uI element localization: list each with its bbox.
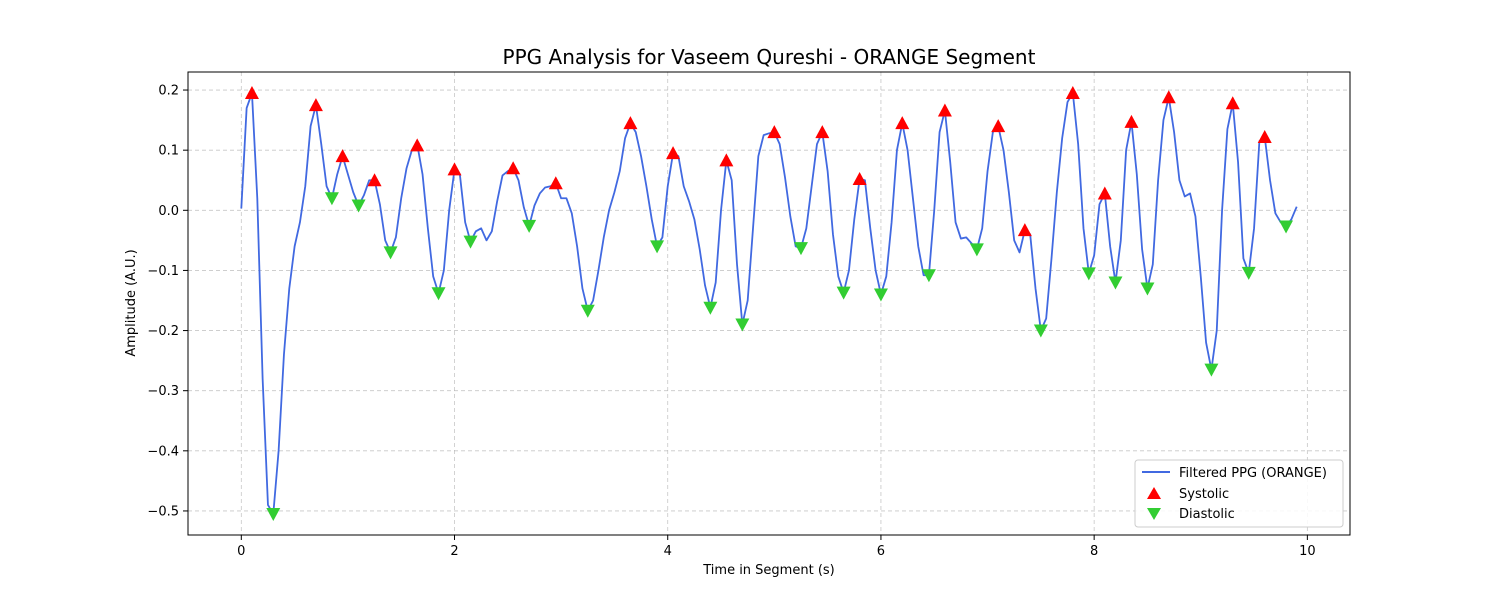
systolic-peak-marker: [1124, 114, 1139, 128]
diastolic-trough-marker: [431, 287, 446, 301]
x-tick-label: 10: [1299, 544, 1316, 559]
y-tick-label: −0.3: [147, 384, 179, 399]
systolic-peak-marker: [308, 98, 323, 112]
systolic-peak-marker: [1225, 96, 1240, 110]
legend: Filtered PPG (ORANGE) Systolic Diastolic: [1134, 459, 1344, 528]
systolic-peak-marker: [815, 125, 830, 139]
diastolic-trough-marker: [873, 288, 888, 302]
y-tick-label: −0.4: [147, 444, 179, 459]
systolic-peak-marker: [991, 119, 1006, 133]
systolic-peak-marker: [719, 153, 734, 167]
systolic-peak-marker: [895, 116, 910, 130]
systolic-peak-marker: [1065, 86, 1080, 100]
diastolic-trough-marker: [1204, 363, 1219, 377]
x-tick-label: 2: [450, 544, 458, 559]
diastolic-trough-marker: [383, 246, 398, 260]
diastolic-trough-marker: [1140, 282, 1155, 296]
systolic-peak-marker: [1097, 186, 1112, 200]
y-tick-label: −0.1: [147, 264, 179, 279]
y-tick-label: 0.2: [158, 84, 179, 99]
systolic-peak-marker: [666, 146, 681, 160]
diastolic-trough-marker: [463, 235, 478, 249]
systolic-peak-marker: [548, 176, 563, 190]
diastolic-trough-marker: [703, 301, 718, 315]
plot-frame: [187, 71, 1351, 536]
diastolic-trough-marker: [1081, 267, 1096, 281]
diastolic-trough-marker: [793, 242, 808, 256]
systolic-markers: [244, 86, 1272, 237]
diastolic-trough-marker: [969, 243, 984, 257]
diastolic-trough-marker: [580, 304, 595, 318]
systolic-peak-marker: [852, 172, 867, 186]
y-tick-label: 0.1: [158, 144, 179, 159]
diastolic-trough-marker: [351, 199, 366, 213]
diastolic-trough-marker: [1108, 276, 1123, 290]
diastolic-trough-marker: [266, 507, 281, 521]
y-tick-label: 0.0: [158, 204, 179, 219]
y-axis-ticks: −0.5 −0.4 −0.3 −0.2 −0.1 0.0 0.1 0.2: [147, 84, 188, 519]
diastolic-trough-marker: [921, 269, 936, 283]
x-axis-label: Time in Segment (s): [702, 563, 834, 578]
diastolic-trough-marker: [1279, 220, 1294, 234]
diastolic-markers: [266, 192, 1294, 521]
systolic-peak-marker: [767, 125, 782, 139]
systolic-peak-marker: [623, 116, 638, 130]
systolic-peak-marker: [447, 162, 462, 176]
x-tick-label: 4: [664, 544, 672, 559]
diastolic-trough-marker: [836, 286, 851, 300]
diastolic-trough-marker: [1241, 266, 1256, 280]
diastolic-trough-marker: [324, 192, 339, 206]
legend-diastolic-triangle-icon: [1147, 508, 1161, 520]
x-tick-label: 0: [237, 544, 245, 559]
y-tick-label: −0.5: [147, 504, 179, 519]
systolic-peak-marker: [335, 149, 350, 163]
legend-label-diastolic: Diastolic: [1179, 507, 1235, 522]
y-axis-label: Amplitude (A.U.): [124, 249, 139, 356]
systolic-peak-marker: [506, 161, 521, 175]
diastolic-trough-marker: [522, 219, 537, 233]
y-tick-label: −0.2: [147, 324, 179, 339]
systolic-peak-marker: [410, 138, 425, 152]
diastolic-trough-marker: [735, 318, 750, 332]
legend-label-systolic: Systolic: [1179, 487, 1229, 502]
systolic-peak-marker: [1161, 90, 1176, 104]
systolic-peak-marker: [244, 86, 259, 100]
legend-box: [1134, 459, 1344, 528]
diastolic-trough-marker: [650, 240, 665, 254]
x-axis-ticks: 0 2 4 6 8 10: [237, 535, 1316, 559]
legend-label-filtered-ppg: Filtered PPG (ORANGE): [1179, 466, 1327, 481]
systolic-peak-marker: [1257, 129, 1272, 143]
systolic-peak-marker: [1017, 223, 1032, 237]
x-tick-label: 8: [1090, 544, 1098, 559]
systolic-peak-marker: [937, 103, 952, 117]
legend-systolic-triangle-icon: [1147, 487, 1161, 499]
x-tick-label: 6: [877, 544, 885, 559]
chart-title: PPG Analysis for Vaseem Qureshi - ORANGE…: [503, 45, 1036, 69]
diastolic-trough-marker: [1033, 324, 1048, 338]
systolic-peak-marker: [367, 173, 382, 187]
